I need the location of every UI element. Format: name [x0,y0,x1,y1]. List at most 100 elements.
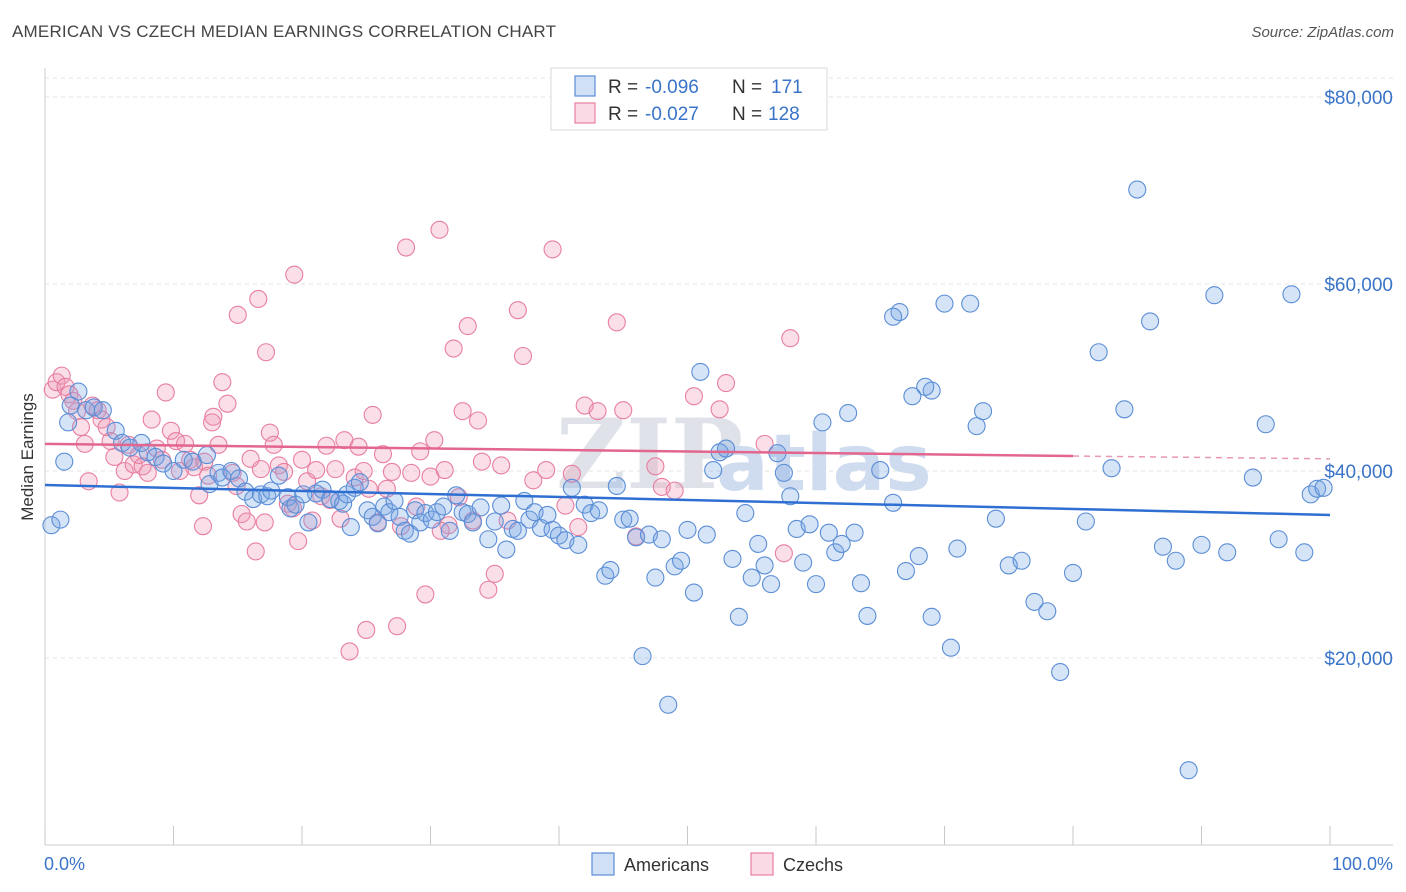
series-legend: Americans Czechs [591,852,843,876]
americans-point [1076,512,1095,531]
americans-point [229,469,249,488]
czechs-point [388,617,407,636]
czechs-point [110,483,129,502]
americans-point [729,607,748,626]
americans-point [222,461,241,481]
americans-point [479,530,498,549]
americans-point [1295,543,1314,562]
y-tick-label: $60,000 [1324,275,1393,296]
americans-point [313,480,332,499]
czechs-point [397,238,416,257]
czechs-point [204,407,223,426]
czechs-point [228,305,247,324]
czechs-point [185,458,204,477]
czechs-point [246,542,265,561]
czechs-point [430,220,449,239]
source-note: Source: ZipAtlas.com [1251,24,1394,41]
americans-point [781,487,800,506]
czechs-point [513,346,533,366]
americans-point [385,491,404,510]
americans-point [440,521,459,540]
americans-point [1012,551,1031,570]
watermark: ZIP atlas [556,398,932,511]
czechs-point [716,374,736,393]
czechs-point [781,329,800,348]
legend-swatch-czechs [574,102,596,124]
americans-point [749,534,768,553]
czechs-point [363,405,382,424]
americans-point [633,647,652,666]
czechs-point [64,391,83,410]
czechs-point [665,481,684,500]
y-tick-label: $40,000 [1324,462,1393,483]
americans-point [69,382,88,401]
americans-point [434,497,453,516]
americans-point [93,401,112,420]
czechs-point [170,461,189,481]
czechs-point [444,339,463,358]
americans-point [55,452,74,471]
czechs-point [449,488,468,507]
legend-n-label-1: N = [732,77,762,98]
czechs-point [52,366,71,385]
americans-point [794,553,813,572]
watermark-atlas: atlas [716,419,932,509]
czechs-point [402,463,421,482]
czechs-point [237,512,256,531]
americans-point [697,525,716,544]
czechs-point [435,461,454,480]
czechs-point [373,445,393,464]
americans-point [1025,592,1044,611]
americans-point [1243,468,1262,487]
americans-point [652,530,671,549]
americans-point [164,461,183,481]
legend-r-value-1: -0.096 [645,77,699,98]
y-tick-labels: $20,000 $40,000 $60,000 $80,000 [1324,88,1393,670]
americans-point [375,497,394,516]
americans-point [672,551,691,570]
americans-point [916,377,935,396]
americans-point [761,575,781,594]
americans-point [1179,761,1198,780]
legend-r-label-2: R = [608,104,638,125]
americans-point [395,521,414,540]
czechs-point [411,442,430,461]
americans-point [492,496,511,515]
americans-point [986,509,1005,528]
americans-point [1205,286,1224,305]
czechs-point [425,431,444,450]
czechs-point [194,517,213,536]
czechs-point [289,532,308,551]
czechs-point [190,486,209,505]
americans-point [961,294,980,313]
americans-point [1141,312,1160,331]
czechs-point [382,462,402,481]
americans-point [736,504,755,523]
czechs-point [156,383,175,402]
americans-point [704,461,723,480]
czechs-trend-extension [1072,455,1331,460]
czechs-point [292,450,312,469]
czechs-point [317,436,336,455]
americans-point [1218,543,1237,562]
y-tick-label: $80,000 [1324,88,1393,109]
americans-point [659,695,678,714]
czechs-point [115,461,134,481]
americans-point [1051,662,1070,682]
americans-point [691,362,710,381]
americans-point [334,494,353,513]
americans-point [742,568,761,587]
bottom-legend-czechs: Czechs [783,855,843,875]
czechs-point [614,401,633,420]
americans-point [463,513,482,532]
americans-point [42,516,61,535]
czechs-point [161,421,180,440]
americans-point [549,526,569,545]
americans-point [589,501,608,520]
czechs-point [203,413,222,432]
americans-point [948,539,967,558]
trend-lines [44,442,1331,517]
czechs-point [264,435,283,454]
americans-point [967,417,986,436]
